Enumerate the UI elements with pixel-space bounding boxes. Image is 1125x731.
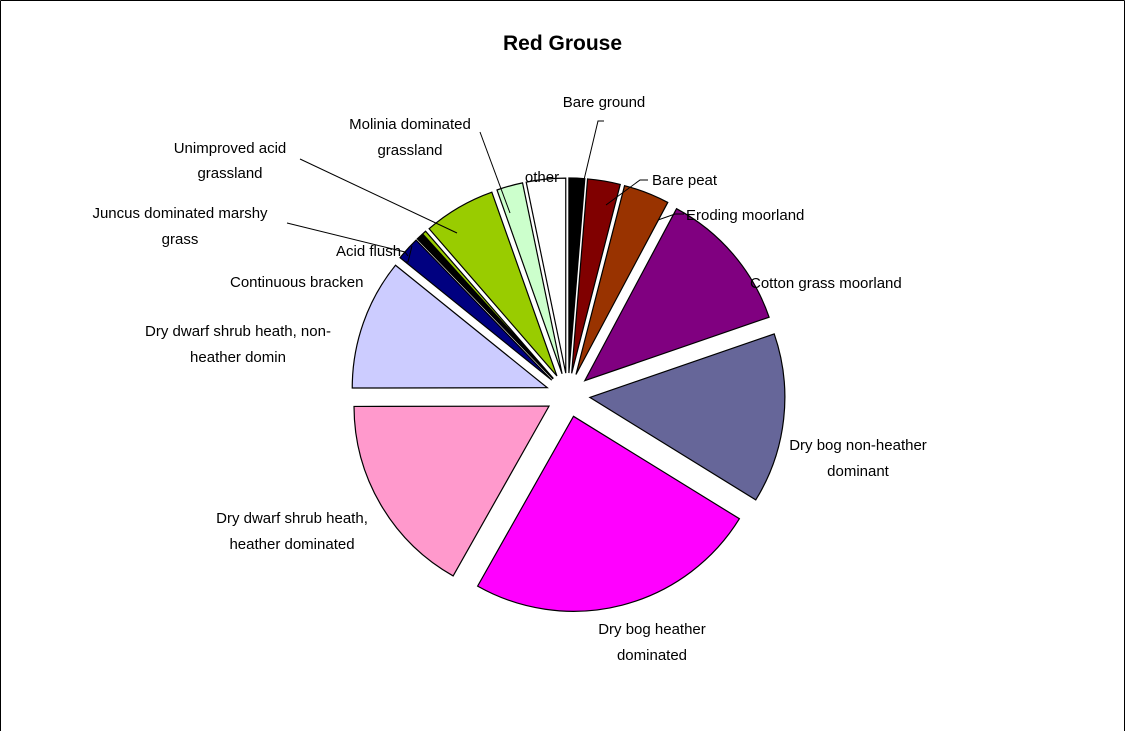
leader-juncus xyxy=(286,222,409,257)
leader-bare-peat xyxy=(605,179,648,206)
pie-slice-dry-bog-heather-dominated xyxy=(476,415,741,612)
label-other: other xyxy=(525,169,559,186)
label-juncus-2: grass xyxy=(162,231,199,248)
pie-slice-unimproved-acid-grassland xyxy=(428,191,558,377)
pie-slice-cotton-grass-moorland xyxy=(583,207,770,382)
pie-slice-acid-flush xyxy=(416,233,554,380)
label-dwarf-heather-2: heather dominated xyxy=(229,536,354,553)
label-drybog-heather-1: Dry bog heather xyxy=(598,621,706,638)
pie-slice-eroding-moorland xyxy=(575,184,669,375)
label-drybog-heather-2: dominated xyxy=(617,647,687,664)
pie-slice-dry-bog-non-heather-dominant xyxy=(588,333,786,501)
label-bare-ground: Bare ground xyxy=(563,94,646,111)
slice-labels: Bare ground Bare peat Eroding moorland C… xyxy=(92,94,926,664)
label-molinia-1: Molinia dominated xyxy=(349,116,471,133)
label-dwarf-heather-1: Dry dwarf shrub heath, xyxy=(216,510,368,527)
pie-slice-molinia-dominated-grassland xyxy=(496,182,563,375)
leader-molinia xyxy=(479,131,511,214)
pie-slice-bare-ground xyxy=(568,177,586,374)
leader-lines xyxy=(286,120,684,263)
label-juncus-1: Juncus dominated marshy xyxy=(92,205,268,222)
pie-slice-bare-peat xyxy=(571,178,621,374)
label-dwarf-nonheather-1: Dry dwarf shrub heath, non- xyxy=(145,323,331,340)
pie-slice-continuous-bracken xyxy=(399,239,553,381)
leader-unimproved xyxy=(299,158,458,234)
label-molinia-2: grassland xyxy=(377,142,442,159)
label-dwarf-nonheather-2: heather domin xyxy=(190,349,286,366)
leader-bare-ground xyxy=(577,120,604,206)
label-eroding-moorland: Eroding moorland xyxy=(686,207,804,224)
pie-slices xyxy=(351,177,786,612)
pie-slice-dry-dwarf-shrub-heath-heather-dominated xyxy=(353,405,551,577)
leader-acid-flush xyxy=(406,245,413,263)
label-drybog-nonheather-1: Dry bog non-heather xyxy=(789,437,927,454)
pie-slice-other xyxy=(525,177,567,374)
pie-slice-dry-dwarf-shrub-heath-non-heather-domin xyxy=(351,264,549,389)
leader-eroding xyxy=(657,213,684,221)
label-drybog-nonheather-2: dominant xyxy=(827,463,890,480)
label-unimproved-1: Unimproved acid xyxy=(174,140,287,157)
label-unimproved-2: grassland xyxy=(197,165,262,182)
label-acid-flush: Acid flush xyxy=(336,243,401,260)
pie-slice-juncus-dominated-marshy-grass xyxy=(421,230,554,379)
label-cotton-grass: Cotton grass moorland xyxy=(750,275,902,292)
label-continuous-bracken: Continuous bracken xyxy=(230,274,363,291)
label-bare-peat: Bare peat xyxy=(652,172,718,189)
chart-title: Red Grouse xyxy=(502,32,623,55)
